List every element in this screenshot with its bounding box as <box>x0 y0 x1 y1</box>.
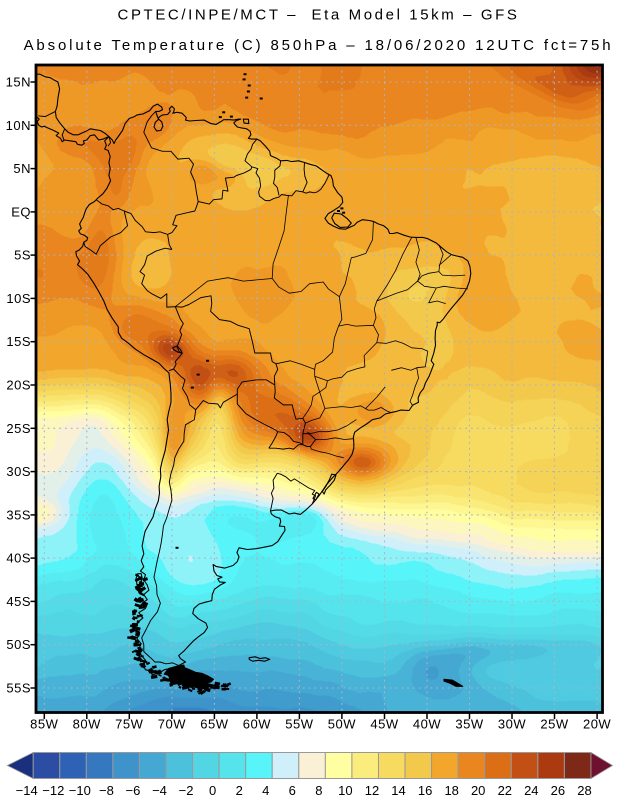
svg-text:14: 14 <box>391 783 405 798</box>
svg-text:20S: 20S <box>6 378 31 393</box>
svg-text:65W: 65W <box>200 717 228 732</box>
svg-text:45W: 45W <box>370 717 398 732</box>
svg-text:30W: 30W <box>498 717 526 732</box>
svg-text:50W: 50W <box>328 717 356 732</box>
svg-text:35W: 35W <box>455 717 483 732</box>
svg-text:20W: 20W <box>583 717 611 732</box>
svg-text:60W: 60W <box>243 717 271 732</box>
svg-text:28: 28 <box>577 783 591 798</box>
svg-text:−14: −14 <box>16 783 38 798</box>
svg-text:70W: 70W <box>158 717 186 732</box>
svg-text:−8: −8 <box>99 783 114 798</box>
svg-text:0: 0 <box>209 783 216 798</box>
svg-text:10: 10 <box>338 783 352 798</box>
svg-text:EQ: EQ <box>11 204 31 219</box>
svg-text:Absolute Temperature (C) 850hP: Absolute Temperature (C) 850hPa – 18/06/… <box>24 37 614 54</box>
svg-text:5N: 5N <box>13 161 31 176</box>
svg-text:−4: −4 <box>152 783 167 798</box>
svg-text:30S: 30S <box>6 464 31 479</box>
svg-text:26: 26 <box>551 783 565 798</box>
svg-text:−6: −6 <box>125 783 140 798</box>
svg-text:75W: 75W <box>115 717 143 732</box>
svg-text:25W: 25W <box>540 717 568 732</box>
svg-text:24: 24 <box>524 783 538 798</box>
svg-text:45S: 45S <box>6 594 31 609</box>
svg-text:12: 12 <box>365 783 379 798</box>
svg-text:6: 6 <box>289 783 296 798</box>
svg-text:50S: 50S <box>6 637 31 652</box>
svg-text:55W: 55W <box>285 717 313 732</box>
svg-text:10N: 10N <box>6 118 31 133</box>
svg-text:55S: 55S <box>6 681 31 696</box>
svg-text:2: 2 <box>236 783 243 798</box>
svg-text:−10: −10 <box>69 783 91 798</box>
svg-text:10S: 10S <box>6 291 31 306</box>
svg-text:5S: 5S <box>14 248 31 263</box>
svg-text:18: 18 <box>444 783 458 798</box>
svg-text:40W: 40W <box>413 717 441 732</box>
svg-text:8: 8 <box>315 783 322 798</box>
svg-text:−2: −2 <box>179 783 194 798</box>
svg-text:35S: 35S <box>6 507 31 522</box>
svg-text:16: 16 <box>418 783 432 798</box>
svg-text:85W: 85W <box>30 717 58 732</box>
svg-text:15N: 15N <box>6 75 31 90</box>
svg-text:−12: −12 <box>42 783 64 798</box>
svg-text:80W: 80W <box>73 717 101 732</box>
svg-text:CPTEC/INPE/MCT – Eta Model 15: CPTEC/INPE/MCT – Eta Model 15km – GFS <box>118 7 520 24</box>
svg-text:22: 22 <box>498 783 512 798</box>
svg-text:40S: 40S <box>6 551 31 566</box>
svg-text:15S: 15S <box>6 334 31 349</box>
svg-text:4: 4 <box>262 783 269 798</box>
svg-text:25S: 25S <box>6 421 31 436</box>
svg-text:20: 20 <box>471 783 485 798</box>
